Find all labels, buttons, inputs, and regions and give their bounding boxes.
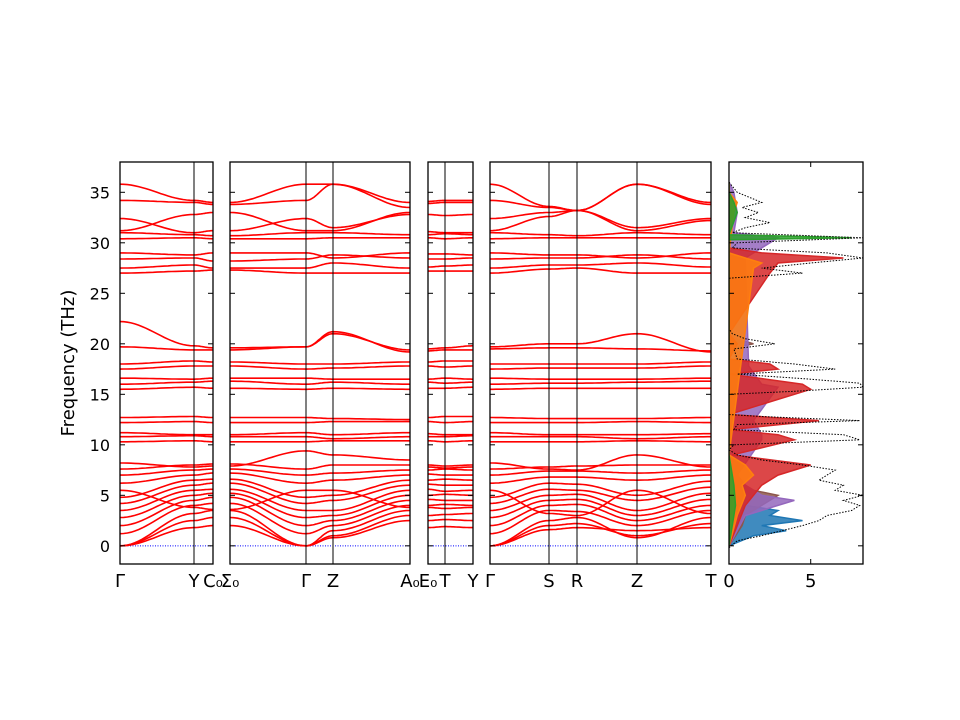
band-line-18 [120,420,213,424]
band-line-21 [230,380,410,385]
band-line-20 [230,387,410,391]
band-line-30 [230,252,410,259]
kpoint-label: Z [631,571,643,592]
band-line-29 [230,254,411,262]
band-panel-2: Σ₀ Γ Z A₀ [221,161,420,592]
band-line-15 [230,440,410,443]
band-line-15 [428,440,473,443]
kpoint-label: Γ [485,571,495,592]
dos-x-tick-label: 5 [805,571,816,592]
kpoint-label: T [705,571,718,592]
band-line-31 [230,237,410,240]
kpoint-label: S [543,571,554,592]
band-line-18 [428,420,473,424]
band-line-9 [229,478,411,499]
band-line-12 [428,468,473,471]
band-line-5 [229,496,411,527]
band-line-1 [229,509,411,547]
pdos-green [729,182,852,546]
band-line-14 [428,466,473,469]
band-line-3 [428,525,473,529]
band-line-28 [230,262,411,269]
band-line-15 [120,440,213,443]
band-line-27 [230,269,410,274]
y-tick-label: 10 [90,436,110,455]
band-line-12 [230,468,410,476]
dos-frame [728,161,864,565]
band-line-10 [229,489,411,511]
band-line-18 [230,420,410,424]
total-dos-line [729,181,863,549]
kpoint-label: C₀ [203,571,223,592]
band-line-2 [229,514,411,547]
band-line-14 [229,450,411,467]
y-tick-label: 30 [90,234,110,253]
pdos-red [729,182,844,547]
band-line-32 [428,232,473,236]
kpoint-label: T [439,571,452,592]
band-line-26 [230,332,411,351]
band-line-31 [120,237,213,240]
y-tick-label: 5 [100,486,110,505]
band-line-17 [230,431,410,436]
band-panel-1: Γ Y C₀ [115,161,223,592]
panel-frame [119,161,214,565]
kpoint-label: Y [467,571,480,592]
y-tick-label: 35 [90,183,110,202]
band-line-2 [428,518,473,522]
kpoint-label: Γ [115,571,125,592]
kpoint-label: E₀ [419,571,438,592]
band-line-3 [229,509,411,547]
band-line-13 [230,463,410,470]
kpoint-label: R [571,571,584,592]
band-line-22 [230,377,410,380]
band-line-23 [230,365,410,370]
pdos-orange [729,182,764,546]
kpoint-label: Z [327,571,339,592]
kpoint-label: A₀ [400,571,420,592]
y-axis-label: Frequency (THz) [58,290,79,437]
y-tick-label: 25 [90,284,110,303]
band-line-24 [230,361,410,365]
kpoint-label: Y [188,571,201,592]
band-line-34 [229,213,411,232]
band-line-35 [230,183,411,209]
band-line-11 [229,472,410,484]
band-line-4 [229,502,411,535]
y-tick-label: 0 [100,537,110,556]
band-line-32 [230,231,410,237]
band-line-6 [229,492,411,519]
band-line-21 [428,381,473,384]
band-line-6 [428,493,473,497]
band-line-36 [229,183,411,204]
band-line-16 [120,434,213,438]
band-line-4 [428,503,473,507]
band-line-13 [428,464,473,467]
panel-frame [489,161,712,565]
band-line-9 [428,478,473,481]
panel-frame [229,161,411,565]
band-line-23 [428,365,473,368]
kpoint-label: Σ₀ [221,571,240,592]
dos-x-tick-label: 0 [723,571,734,592]
band-line-16 [230,435,410,440]
kpoint-label: Γ [301,571,311,592]
band-line-33 [428,213,473,217]
band-line-8 [229,482,411,505]
y-tick-label: 15 [90,385,110,404]
band-panel-3: E₀ T Y [419,161,480,592]
band-line-31 [428,237,473,240]
dos-curves [729,181,863,549]
panel-frame [427,161,474,565]
y-tick-label: 20 [90,335,110,354]
band-line-19 [120,415,213,419]
band-line-19 [230,416,410,421]
